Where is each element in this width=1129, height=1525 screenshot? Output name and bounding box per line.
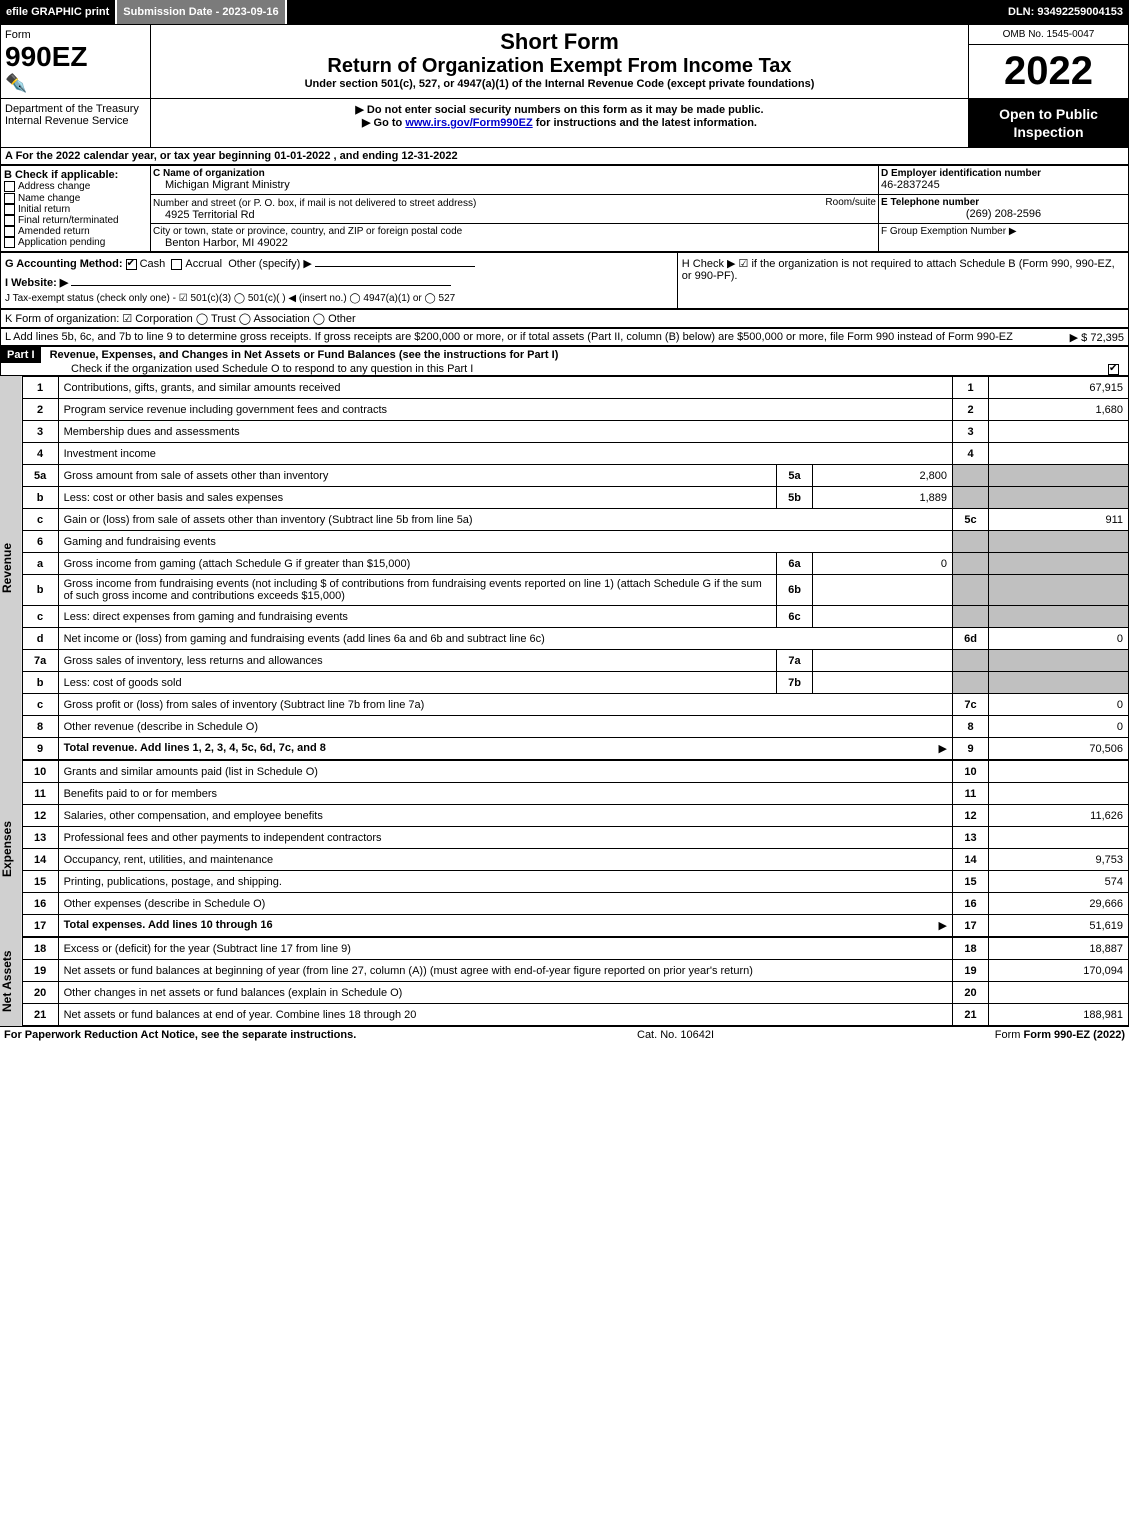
box-b-option[interactable]: Final return/terminated [4, 215, 147, 226]
box-c-street-label: Number and street (or P. O. box, if mail… [153, 198, 476, 209]
org-name: Michigan Migrant Ministry [153, 179, 876, 191]
revenue-table: 1Contributions, gifts, grants, and simil… [22, 376, 1129, 760]
form-line: 3Membership dues and assessments3 [22, 421, 1128, 443]
open-inspection: Open to Public Inspection [969, 99, 1129, 148]
revenue-tab: Revenue [0, 376, 22, 760]
other-label: Other (specify) ▶ [228, 258, 312, 270]
line-k: K Form of organization: ☑ Corporation ◯ … [0, 309, 1129, 328]
line-g-label: G Accounting Method: [5, 258, 123, 270]
form-line: 9Total revenue. Add lines 1, 2, 3, 4, 5c… [22, 738, 1128, 760]
form-word: Form [5, 29, 146, 41]
form-line: 11Benefits paid to or for members11 [22, 783, 1128, 805]
form-line: 2Program service revenue including gover… [22, 399, 1128, 421]
city-value: Benton Harbor, MI 49022 [153, 237, 876, 249]
box-b-option[interactable]: Amended return [4, 226, 147, 237]
top-bar: efile GRAPHIC print Submission Date - 20… [0, 0, 1129, 24]
ein-value: 46-2837245 [881, 179, 1126, 191]
form-line: 6Gaming and fundraising events [22, 531, 1128, 553]
cash-label: Cash [140, 258, 166, 270]
form-line: 12Salaries, other compensation, and empl… [22, 805, 1128, 827]
expenses-table: 10Grants and similar amounts paid (list … [22, 760, 1129, 937]
form-line: cGain or (loss) from sale of assets othe… [22, 509, 1128, 531]
dln-label: DLN: 93492259004153 [1002, 6, 1129, 18]
box-f-label: F Group Exemption Number ▶ [881, 226, 1126, 237]
line-j: J Tax-exempt status (check only one) - ☑… [5, 293, 673, 304]
form-line: 1Contributions, gifts, grants, and simil… [22, 377, 1128, 399]
box-b-option[interactable]: Address change [4, 181, 147, 192]
form-line: 4Investment income4 [22, 443, 1128, 465]
part-i-check-text: Check if the organization used Schedule … [71, 363, 473, 375]
box-c-city-label: City or town, state or province, country… [153, 226, 876, 237]
gh-block: G Accounting Method: Cash Accrual Other … [0, 252, 1129, 309]
form-line: 16Other expenses (describe in Schedule O… [22, 893, 1128, 915]
accrual-label: Accrual [185, 258, 222, 270]
footer-right: Form Form 990-EZ (2022) [995, 1029, 1125, 1041]
box-b-option[interactable]: Name change [4, 193, 147, 204]
accrual-checkbox[interactable] [171, 259, 182, 270]
line-l-amount: ▶ $ 72,395 [1070, 331, 1124, 344]
expenses-tab: Expenses [0, 760, 22, 937]
title-short-form: Short Form [155, 29, 964, 55]
form-line: 19Net assets or fund balances at beginni… [22, 960, 1128, 982]
warn-prefix: ▶ Go to [362, 117, 405, 129]
form-header: Form 990EZ ✒️ Short Form Return of Organ… [0, 24, 1129, 148]
form-line: 18Excess or (deficit) for the year (Subt… [22, 938, 1128, 960]
part-i-header: Part I Revenue, Expenses, and Changes in… [0, 346, 1129, 376]
box-b-title: B Check if applicable: [4, 169, 147, 181]
warn-ssn: ▶ Do not enter social security numbers o… [155, 103, 964, 116]
footer-left: For Paperwork Reduction Act Notice, see … [4, 1029, 356, 1041]
part-i-label: Part I [1, 347, 41, 363]
form-line: bGross income from fundraising events (n… [22, 575, 1128, 606]
footer: For Paperwork Reduction Act Notice, see … [0, 1026, 1129, 1043]
line-i-label: I Website: ▶ [5, 277, 68, 289]
form-line: 15Printing, publications, postage, and s… [22, 871, 1128, 893]
form-line: 20Other changes in net assets or fund ba… [22, 982, 1128, 1004]
tax-year: 2022 [973, 49, 1124, 94]
form-line: aGross income from gaming (attach Schedu… [22, 553, 1128, 575]
cash-checkbox[interactable] [126, 259, 137, 270]
phone-value: (269) 208-2596 [881, 208, 1126, 220]
dept-treasury: Department of the Treasury [5, 103, 146, 115]
form-line: dNet income or (loss) from gaming and fu… [22, 628, 1128, 650]
omb-number: OMB No. 1545-0047 [973, 29, 1124, 40]
line-h: H Check ▶ ☑ if the organization is not r… [677, 253, 1128, 309]
form-line: bLess: cost or other basis and sales exp… [22, 487, 1128, 509]
form-line: 10Grants and similar amounts paid (list … [22, 761, 1128, 783]
line-l: L Add lines 5b, 6c, and 7b to line 9 to … [0, 328, 1129, 346]
part-i-title: Revenue, Expenses, and Changes in Net As… [44, 349, 559, 361]
part-i-checkbox[interactable] [1108, 364, 1119, 375]
box-b-option[interactable]: Application pending [4, 237, 147, 248]
line-a: A For the 2022 calendar year, or tax yea… [0, 148, 1129, 165]
irs-link[interactable]: www.irs.gov/Form990EZ [405, 117, 532, 129]
submission-date: Submission Date - 2023-09-16 [117, 0, 286, 24]
form-line: cGross profit or (loss) from sales of in… [22, 694, 1128, 716]
form-number: 990EZ [5, 41, 146, 73]
subtitle: Under section 501(c), 527, or 4947(a)(1)… [155, 78, 964, 90]
footer-mid: Cat. No. 10642I [637, 1029, 714, 1041]
box-c-name-label: C Name of organization [153, 168, 876, 179]
warn-link-row: ▶ Go to www.irs.gov/Form990EZ for instru… [155, 116, 964, 129]
box-d-label: D Employer identification number [881, 168, 1126, 179]
netassets-table: 18Excess or (deficit) for the year (Subt… [22, 937, 1129, 1026]
form-line: 5aGross amount from sale of assets other… [22, 465, 1128, 487]
dept-irs: Internal Revenue Service [5, 115, 146, 127]
room-suite-label: Room/suite [825, 197, 876, 208]
entity-block: B Check if applicable: Address changeNam… [0, 165, 1129, 252]
efile-label[interactable]: efile GRAPHIC print [0, 0, 117, 24]
form-line: 14Occupancy, rent, utilities, and mainte… [22, 849, 1128, 871]
line-l-text: L Add lines 5b, 6c, and 7b to line 9 to … [5, 331, 1013, 343]
form-line: 13Professional fees and other payments t… [22, 827, 1128, 849]
form-line: 17Total expenses. Add lines 10 through 1… [22, 915, 1128, 937]
netassets-tab: Net Assets [0, 937, 22, 1026]
form-line: 7aGross sales of inventory, less returns… [22, 650, 1128, 672]
form-line: cLess: direct expenses from gaming and f… [22, 606, 1128, 628]
street-value: 4925 Territorial Rd [153, 209, 876, 221]
title-main: Return of Organization Exempt From Incom… [155, 55, 964, 78]
warn-suffix: for instructions and the latest informat… [533, 117, 757, 129]
form-line: 8Other revenue (describe in Schedule O)8… [22, 716, 1128, 738]
form-line: bLess: cost of goods sold7b [22, 672, 1128, 694]
box-b-option[interactable]: Initial return [4, 204, 147, 215]
form-line: 21Net assets or fund balances at end of … [22, 1004, 1128, 1026]
box-e-label: E Telephone number [881, 197, 1126, 208]
